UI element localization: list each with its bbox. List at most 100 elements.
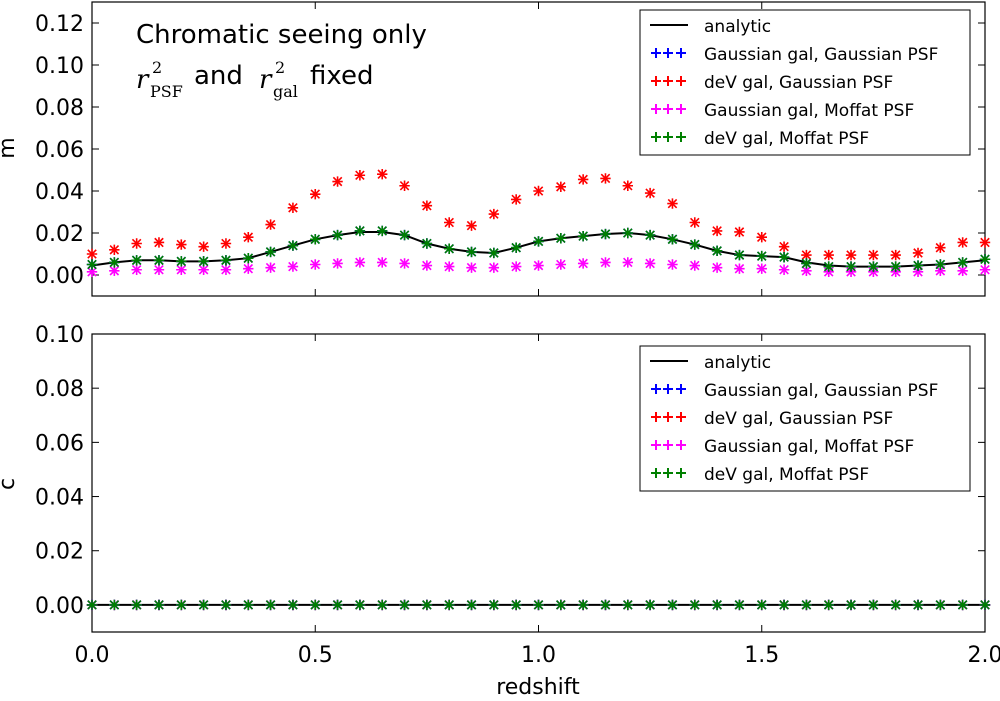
bottom-ylabel: c (0, 478, 20, 490)
y-tick-label: 0.04 (35, 486, 84, 511)
data-point (935, 243, 945, 253)
data-point (355, 170, 365, 180)
data-point (734, 600, 744, 610)
data-point (868, 250, 878, 260)
data-point (422, 201, 432, 211)
data-point (355, 226, 365, 236)
data-point (533, 236, 543, 246)
legend-label: Gaussian gal, Moffat PSF (704, 101, 914, 121)
data-point (511, 243, 521, 253)
data-point (466, 600, 476, 610)
top-annotation: Chromatic seeing only r 2 PSF and r 2 ga… (136, 20, 427, 101)
data-point (645, 258, 655, 268)
data-point (868, 261, 878, 271)
data-point (533, 186, 543, 196)
data-point (377, 169, 387, 179)
data-point (489, 600, 499, 610)
x-tick-label: 0.5 (298, 643, 333, 668)
data-point (198, 241, 208, 251)
y-tick-label: 0.12 (35, 12, 84, 37)
data-point (734, 227, 744, 237)
data-point (243, 600, 253, 610)
annotation-line2: r 2 PSF and r 2 gal fixed (136, 58, 373, 101)
data-point (87, 600, 97, 610)
data-point (243, 232, 253, 242)
data-point (109, 245, 119, 255)
data-point (444, 261, 454, 271)
data-point (377, 226, 387, 236)
data-point (734, 250, 744, 260)
data-point (846, 600, 856, 610)
data-point (399, 181, 409, 191)
annotation-sub-psf: PSF (150, 82, 183, 101)
legend-label: deV gal, Moffat PSF (704, 129, 869, 149)
data-point (779, 241, 789, 251)
annotation-r-gal: r (259, 65, 273, 95)
data-point (444, 244, 454, 254)
x-tick-label: 1.5 (744, 643, 779, 668)
data-point (824, 600, 834, 610)
data-point (466, 247, 476, 257)
data-point (801, 258, 811, 268)
data-point (131, 265, 141, 275)
y-tick-label: 0.06 (35, 138, 84, 163)
data-point (198, 256, 208, 266)
legend-label: deV gal, Gaussian PSF (704, 73, 893, 93)
legend-label: Gaussian gal, Moffat PSF (704, 437, 914, 457)
data-point (154, 600, 164, 610)
data-point (623, 181, 633, 191)
data-point (444, 217, 454, 227)
data-point (712, 262, 722, 272)
data-point (846, 261, 856, 271)
data-point (288, 240, 298, 250)
data-point (131, 600, 141, 610)
data-point (176, 239, 186, 249)
data-point (957, 600, 967, 610)
data-point (957, 237, 967, 247)
data-point (556, 600, 566, 610)
data-point (824, 261, 834, 271)
data-point (757, 232, 767, 242)
data-point (913, 248, 923, 258)
data-point (399, 600, 409, 610)
data-point (265, 262, 275, 272)
data-point (645, 188, 655, 198)
data-point (288, 203, 298, 213)
data-point (600, 600, 610, 610)
data-point (198, 600, 208, 610)
data-point (757, 264, 767, 274)
data-point (645, 600, 655, 610)
annotation-fixed: fixed (310, 61, 373, 91)
data-point (690, 239, 700, 249)
top-panel: 0.000.020.040.060.080.100.12 m Chromatic… (0, 2, 990, 296)
legend-label: deV gal, Moffat PSF (704, 465, 869, 485)
top-markers (87, 169, 990, 277)
data-point (712, 246, 722, 256)
data-point (310, 189, 320, 199)
data-point (891, 261, 901, 271)
data-point (600, 257, 610, 267)
data-point (511, 600, 521, 610)
data-point (332, 258, 342, 268)
data-point (355, 257, 365, 267)
y-tick-label: 0.08 (35, 96, 84, 121)
data-point (980, 254, 990, 264)
x-tick-label: 0.0 (75, 643, 110, 668)
data-point (913, 260, 923, 270)
data-point (600, 173, 610, 183)
data-point (131, 255, 141, 265)
data-point (578, 174, 588, 184)
data-point (466, 262, 476, 272)
data-point (87, 259, 97, 269)
data-point (980, 600, 990, 610)
data-point (533, 260, 543, 270)
data-point (489, 209, 499, 219)
data-point (332, 176, 342, 186)
data-point (690, 217, 700, 227)
data-point (444, 600, 454, 610)
data-point (779, 600, 789, 610)
annotation-sup-gal: 2 (275, 58, 285, 77)
